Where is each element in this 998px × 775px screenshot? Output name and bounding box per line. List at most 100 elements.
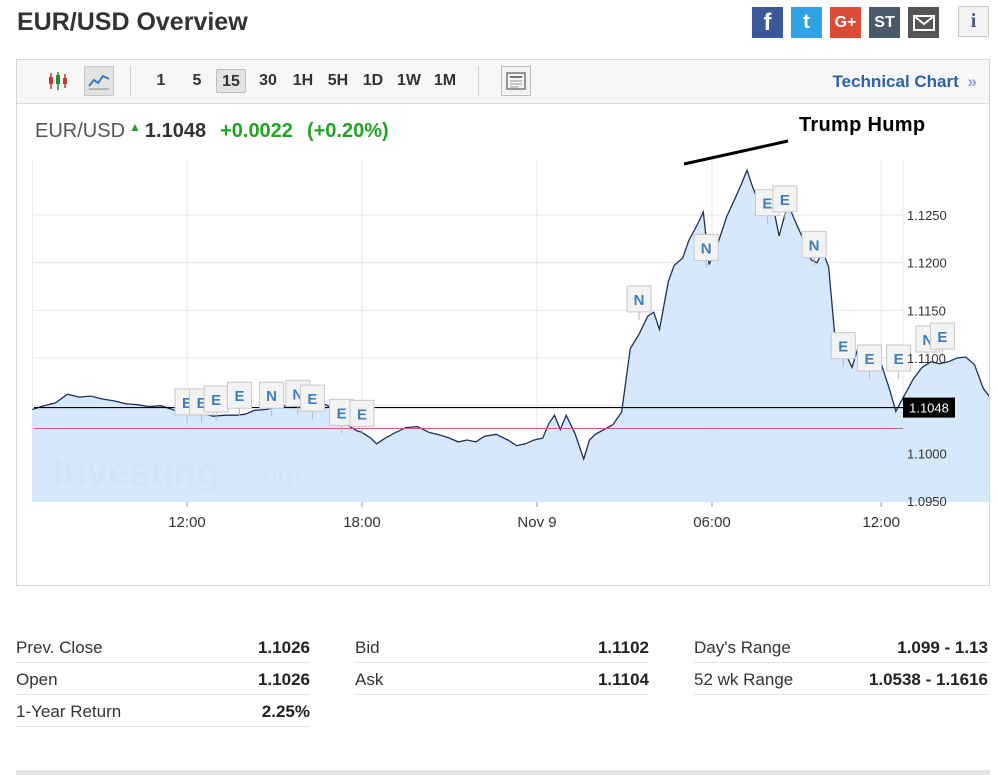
event-marker-label: E <box>357 406 367 423</box>
share-bar: f t G+ ST <box>752 7 939 38</box>
stat-value: 1.0538 - 1.1616 <box>868 670 988 689</box>
event-marker-label: N <box>809 238 820 255</box>
chart-toolbar: 1 5 15 30 1H 5H 1D 1W 1M Technical Chart… <box>17 60 989 104</box>
event-marker-label: E <box>937 329 947 346</box>
price-chart[interactable]: Investing.comEEEENNEEENNEENEEENE1.09501.… <box>17 60 989 585</box>
up-arrow-icon: ▲ <box>129 120 141 134</box>
event-marker <box>857 344 882 372</box>
stat-row: Ask 1.1104 <box>355 664 649 695</box>
facebook-icon[interactable]: f <box>752 7 783 38</box>
event-marker-label: E <box>182 395 192 412</box>
event-marker-label: E <box>197 395 207 412</box>
event-marker-label: E <box>211 392 221 409</box>
info-button[interactable]: i <box>958 6 989 37</box>
timeframe-5[interactable]: 5 <box>192 72 202 89</box>
event-marker-label: N <box>292 386 303 403</box>
stat-row: Open 1.1026 <box>16 664 310 695</box>
event-marker <box>349 399 375 427</box>
event-marker-label: N <box>701 240 712 257</box>
stats-column-3: Day's Range 1.099 - 1.13 52 wk Range 1.053… <box>694 632 988 696</box>
event-marker <box>886 344 912 372</box>
stat-row: 1-Year Return 2.25% <box>16 696 310 727</box>
event-marker-label: E <box>894 351 904 368</box>
event-marker-label: E <box>337 405 347 422</box>
current-price-label: 1.1048 <box>909 401 949 416</box>
timeframe-1h[interactable]: 1H <box>292 72 314 89</box>
toolbar-divider <box>478 66 479 96</box>
double-chevron-icon: » <box>967 72 977 91</box>
stat-label: 1-Year Return <box>16 702 122 721</box>
chart-panel: 1 5 15 30 1H 5H 1D 1W 1M Technical Chart… <box>16 59 990 586</box>
stat-label: Prev. Close <box>16 638 103 657</box>
stat-label: Day's Range <box>694 638 791 657</box>
x-tick-label: Nov 9 <box>517 514 556 531</box>
current-price-box <box>903 397 955 418</box>
google-plus-icon[interactable]: G+ <box>830 7 861 38</box>
stat-value: 1.1104 <box>597 670 649 689</box>
footer-divider <box>16 770 990 775</box>
event-marker-label: E <box>838 339 848 356</box>
stats-column-2: Bid 1.1102 Ask 1.1104 <box>355 632 649 696</box>
event-marker-label: N <box>266 388 277 405</box>
trump-hump-annotation: Trump Hump <box>799 114 926 136</box>
y-tick-label: 1.1100 <box>907 351 946 366</box>
stat-label: Bid <box>355 638 380 657</box>
event-marker <box>693 233 719 261</box>
technical-chart-link[interactable]: Technical Chart » <box>833 72 977 92</box>
stocktwits-icon[interactable]: ST <box>869 7 900 38</box>
symbol: EUR/USD <box>35 120 126 142</box>
event-marker <box>299 384 325 412</box>
y-tick-label: 1.0950 <box>907 494 947 509</box>
event-marker <box>227 381 252 409</box>
email-icon[interactable] <box>908 7 939 38</box>
area-chart-icon[interactable] <box>84 66 114 96</box>
timeframe-30[interactable]: 30 <box>259 72 277 89</box>
timeframe-1d[interactable]: 1D <box>362 72 384 89</box>
stat-row: Prev. Close 1.1026 <box>16 632 310 663</box>
stat-row: Day's Range 1.099 - 1.13 <box>694 632 988 663</box>
stat-value: 2.25% <box>261 702 310 721</box>
page-title: EUR/USD Overview <box>17 8 248 36</box>
event-marker-label: N <box>634 292 645 309</box>
x-tick-label: 12:00 <box>168 514 206 531</box>
candlestick-icon[interactable] <box>43 66 73 96</box>
price-area <box>32 170 989 502</box>
stat-value: 1.1026 <box>258 670 310 689</box>
timeframe-15[interactable]: 15 <box>216 69 246 93</box>
event-marker <box>830 332 856 360</box>
timeframe-1[interactable]: 1 <box>156 72 166 89</box>
event-marker <box>772 185 798 213</box>
x-tick-label: 18:00 <box>343 514 381 531</box>
technical-chart-label: Technical Chart <box>832 72 959 91</box>
event-marker <box>626 285 652 313</box>
x-tick-label: 06:00 <box>693 514 731 531</box>
stats-column-1: Prev. Close 1.1026 Open 1.1026 1-Year Retu… <box>16 632 310 728</box>
y-tick-label: 1.1000 <box>907 446 947 461</box>
event-marker <box>259 381 285 409</box>
timeframe-1m[interactable]: 1M <box>433 72 457 89</box>
price-line <box>32 168 989 462</box>
event-marker-label: E <box>864 351 874 368</box>
stat-label: 52 wk Range <box>694 670 794 689</box>
event-marker-label: N <box>922 332 933 349</box>
price-change-pct: (+0.20%) <box>306 120 389 142</box>
twitter-icon[interactable]: t <box>791 7 822 38</box>
x-tick-label: 12:00 <box>862 514 900 531</box>
toolbar-divider <box>130 66 131 96</box>
stat-label: Open <box>16 670 58 689</box>
news-icon[interactable] <box>501 66 531 96</box>
event-marker-label: E <box>762 196 772 213</box>
price-change: +0.0022 <box>220 120 293 142</box>
timeframe-5h[interactable]: 5H <box>327 72 349 89</box>
stat-value: 1.1102 <box>597 638 649 657</box>
stat-value: 1.099 - 1.13 <box>897 638 988 657</box>
stat-row: 52 wk Range 1.0538 - 1.1616 <box>694 664 988 695</box>
event-marker <box>929 322 955 350</box>
quote-header: EUR/USD ▲ 1.1048 +0.0022 (+0.20%) <box>35 120 389 143</box>
event-marker-label: E <box>307 391 317 408</box>
y-tick-label: 1.1150 <box>907 303 946 318</box>
event-marker-label: E <box>234 388 244 405</box>
stat-row: Bid 1.1102 <box>355 632 649 663</box>
timeframe-1w[interactable]: 1W <box>397 72 421 89</box>
event-marker <box>801 231 827 259</box>
